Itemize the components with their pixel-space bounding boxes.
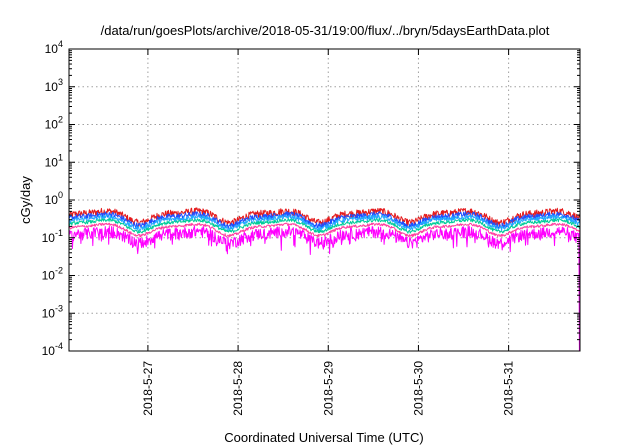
x-axis-label: Coordinated Universal Time (UTC) (224, 430, 423, 445)
y-tick-label: 10-1 (42, 228, 63, 245)
x-tick-label: 2018-5-29 (321, 361, 335, 416)
series-line-4 (68, 218, 581, 234)
series-line-5 (68, 222, 581, 238)
y-tick-label: 101 (45, 152, 63, 169)
x-tick-label: 2018-5-27 (141, 361, 155, 416)
y-tick-label: 10-2 (42, 266, 63, 283)
y-tick-label: 10-3 (42, 303, 63, 320)
x-tick-label: 2018-5-31 (502, 361, 516, 416)
y-tick-label: 104 (45, 39, 63, 56)
x-tick-label: 2018-5-30 (411, 361, 425, 416)
y-tick-label: 10-4 (42, 341, 63, 358)
x-tick-label: 2018-5-28 (231, 361, 245, 416)
y-tick-label: 100 (45, 190, 63, 207)
series-line-3 (69, 214, 581, 232)
y-tick-label: 102 (45, 115, 63, 132)
axis-ticks: 10-4 10-3 10-2 10-1 100 101 102 103 104 2018-5-27… (42, 39, 580, 416)
y-axis-label: cGy/day (18, 176, 33, 224)
series-layer (68, 207, 581, 352)
series-line-6 (68, 225, 580, 352)
grid (69, 49, 580, 351)
y-tick-label: 103 (45, 77, 63, 94)
chart-title: /data/run/goesPlots/archive/2018-05-31/1… (101, 23, 550, 38)
series-line-2 (68, 211, 581, 230)
